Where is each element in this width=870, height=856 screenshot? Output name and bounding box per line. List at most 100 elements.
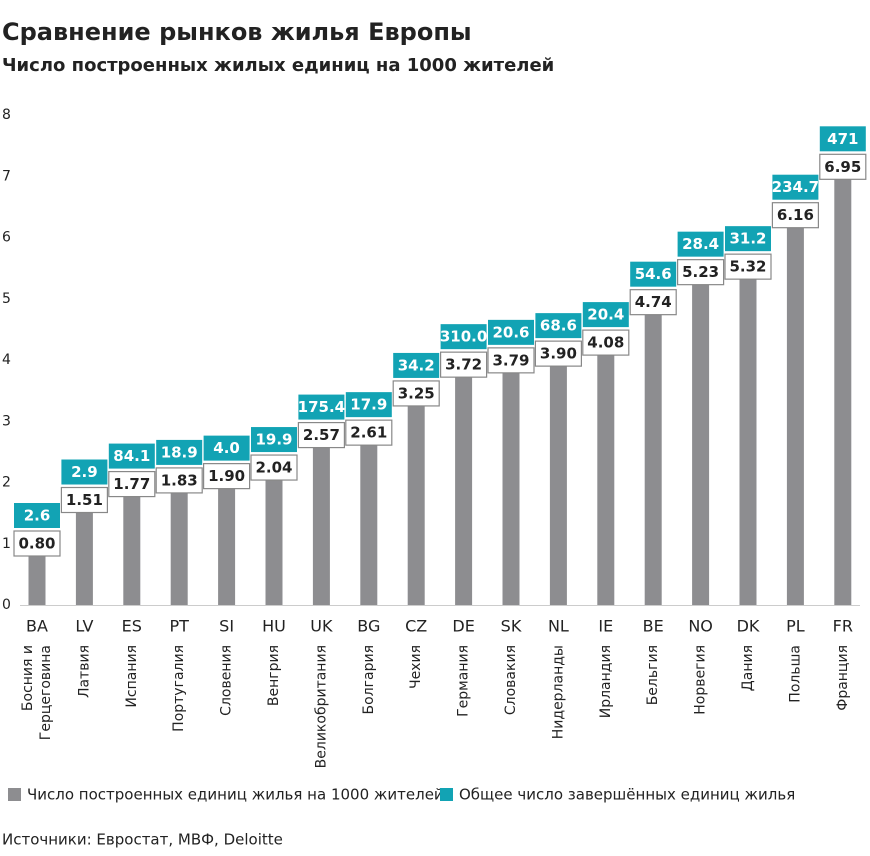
chart-title: Сравнение рынков жилья Европы bbox=[2, 18, 472, 46]
completed-box bbox=[156, 439, 203, 465]
value-label: 1.83 bbox=[161, 471, 198, 489]
bar bbox=[218, 488, 236, 605]
y-tick-label: 2 bbox=[2, 475, 11, 491]
value-label: 2.04 bbox=[255, 459, 292, 477]
country-name: Бельгия bbox=[645, 645, 661, 705]
country-name: Великобритания bbox=[313, 645, 329, 768]
x-tick-label: NO bbox=[688, 617, 713, 636]
bar bbox=[502, 372, 520, 605]
x-tick-label: HU bbox=[262, 617, 286, 636]
value-box bbox=[155, 467, 203, 494]
x-tick-label: PL bbox=[786, 617, 805, 636]
value-label: 2.57 bbox=[303, 426, 340, 444]
x-tick-label: ES bbox=[122, 617, 142, 636]
completed-box bbox=[630, 261, 677, 287]
y-tick-label: 4 bbox=[2, 352, 11, 368]
y-tick-label: 8 bbox=[2, 107, 11, 123]
x-tick-label: IE bbox=[598, 617, 613, 636]
value-box bbox=[487, 347, 535, 374]
country-name: Франция bbox=[835, 645, 851, 711]
country-name: Болгария bbox=[361, 645, 377, 714]
x-tick-label: DE bbox=[452, 617, 474, 636]
value-label: 3.79 bbox=[492, 351, 529, 369]
x-tick-label: CZ bbox=[405, 617, 427, 636]
country-name: Босния и Герцеговина bbox=[20, 645, 54, 740]
bar bbox=[644, 314, 662, 605]
completed-label: 34.2 bbox=[398, 356, 435, 374]
x-tick-label: DK bbox=[737, 617, 760, 636]
country-name: Чехия bbox=[408, 645, 424, 689]
completed-label: 471 bbox=[827, 130, 858, 148]
x-tick-label: PT bbox=[169, 617, 189, 636]
y-tick-label: 3 bbox=[2, 413, 11, 429]
completed-label: 2.6 bbox=[24, 507, 51, 525]
x-tick-label: SI bbox=[219, 617, 234, 636]
completed-box bbox=[393, 352, 440, 378]
y-tick-label: 5 bbox=[2, 291, 11, 307]
value-box bbox=[771, 202, 820, 229]
bar bbox=[407, 405, 425, 605]
value-box bbox=[676, 259, 725, 286]
value-label: 3.90 bbox=[540, 345, 577, 363]
value-label: 1.90 bbox=[208, 467, 245, 485]
completed-label: 20.4 bbox=[587, 306, 624, 324]
bar bbox=[28, 556, 46, 605]
value-box bbox=[203, 463, 251, 490]
value-label: 6.95 bbox=[824, 158, 861, 176]
completed-label: 54.6 bbox=[635, 265, 672, 283]
x-tick-label: BE bbox=[643, 617, 664, 636]
country-name: Германия bbox=[456, 645, 472, 717]
bar bbox=[360, 445, 378, 605]
value-box bbox=[13, 530, 61, 557]
completed-box bbox=[345, 392, 392, 418]
completed-label: 310.0 bbox=[440, 328, 487, 346]
value-box bbox=[345, 419, 393, 446]
completed-box bbox=[251, 427, 297, 453]
completed-label: 234.7 bbox=[772, 178, 819, 196]
completed-label: 175.4 bbox=[298, 398, 345, 416]
value-label: 4.74 bbox=[635, 293, 672, 311]
bar bbox=[549, 366, 567, 605]
value-label: 1.77 bbox=[113, 475, 150, 493]
completed-box bbox=[61, 459, 108, 485]
completed-box bbox=[772, 174, 819, 200]
value-label: 6.16 bbox=[777, 206, 814, 224]
bar bbox=[75, 512, 93, 605]
country-name: Испания bbox=[124, 645, 140, 708]
value-label: 2.61 bbox=[350, 424, 387, 442]
country-name: Латвия bbox=[76, 645, 92, 698]
completed-box bbox=[677, 231, 724, 257]
value-box bbox=[297, 421, 345, 449]
x-tick-label: SK bbox=[501, 617, 522, 636]
completed-box bbox=[298, 394, 345, 420]
value-label: 0.80 bbox=[18, 535, 55, 553]
country-name: Ирландия bbox=[598, 645, 614, 718]
legend-label: Общее число завершённых единиц жилья bbox=[459, 786, 795, 804]
completed-label: 31.2 bbox=[729, 230, 766, 248]
completed-box bbox=[582, 302, 629, 328]
completed-label: 18.9 bbox=[161, 443, 198, 461]
value-box bbox=[819, 153, 867, 180]
completed-label: 4.0 bbox=[213, 439, 240, 457]
country-name: Венгрия bbox=[266, 645, 282, 706]
bar bbox=[312, 447, 330, 605]
source: Источники: Евростат, МВФ, Deloitte bbox=[2, 831, 283, 849]
completed-label: 84.1 bbox=[113, 447, 150, 465]
legend-label: Число построенных единиц жилья на 1000 ж… bbox=[27, 786, 444, 804]
x-tick-label: BA bbox=[26, 617, 48, 636]
y-tick-label: 6 bbox=[2, 230, 11, 246]
chart-subtitle: Число построенных жилых единиц на 1000 ж… bbox=[2, 55, 554, 76]
value-box bbox=[392, 380, 440, 407]
completed-box bbox=[725, 226, 771, 252]
x-tick-label: LV bbox=[75, 617, 93, 636]
bar bbox=[786, 227, 804, 605]
completed-box bbox=[440, 324, 487, 350]
y-tick-label: 1 bbox=[2, 536, 11, 552]
value-box bbox=[108, 470, 156, 498]
value-label: 4.08 bbox=[587, 334, 624, 352]
bar bbox=[265, 480, 283, 605]
value-box bbox=[60, 486, 109, 514]
y-tick-label: 0 bbox=[2, 597, 11, 613]
completed-label: 19.9 bbox=[255, 431, 292, 449]
